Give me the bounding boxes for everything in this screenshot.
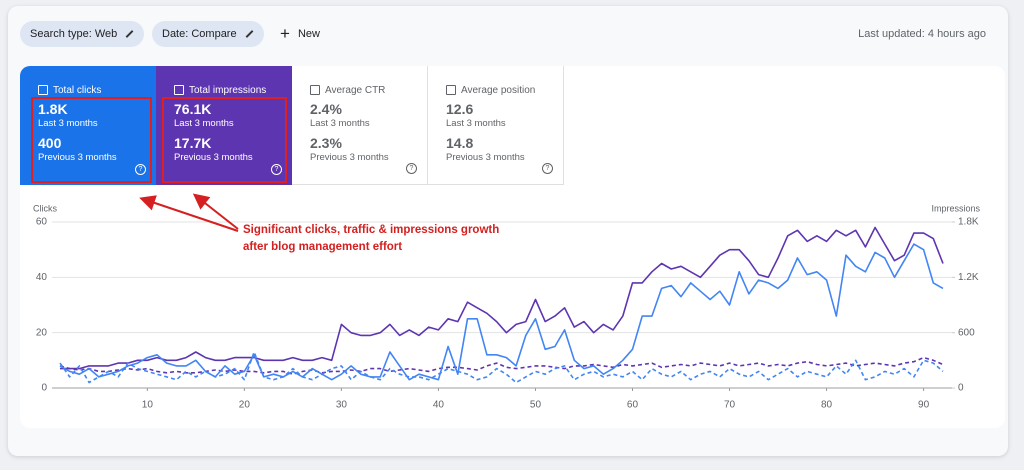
y-tick-label: 20 <box>36 327 48 338</box>
y-tick-label: 60 <box>36 217 48 228</box>
help-icon: ? <box>406 163 417 174</box>
x-tick-label: 40 <box>433 400 445 411</box>
checkbox <box>174 85 184 95</box>
metric-period: Last 3 months <box>38 118 98 129</box>
metric-header: Average CTR <box>310 83 427 97</box>
highlight-box <box>31 97 152 183</box>
x-tick-label: 30 <box>336 400 348 411</box>
series-line <box>59 243 944 381</box>
x-tick-label: 60 <box>627 400 639 411</box>
y2-tick-label: 600 <box>958 327 975 338</box>
metric-period: Last 3 months <box>446 118 506 129</box>
metric-period: Previous 3 months <box>174 152 253 163</box>
metric-value: 14.8 <box>446 135 474 151</box>
last-updated: Last updated: 4 hours ago <box>858 28 986 40</box>
filter-chip[interactable]: Date: Compare <box>152 21 264 47</box>
metric-value: 76.1K <box>174 101 212 117</box>
metric-period: Previous 3 months <box>38 152 117 163</box>
x-tick-label: 90 <box>918 400 930 411</box>
annotation-text: after blog management effort <box>243 241 402 253</box>
help-icon: ? <box>271 164 282 175</box>
metric-label: Total clicks <box>53 84 102 96</box>
series-line <box>59 351 944 384</box>
y2-tick-label: 1.8K <box>958 217 979 228</box>
checkbox <box>446 85 456 95</box>
metric-label: Total impressions <box>189 84 267 96</box>
performance-card: Total clicks 1.8K Last 3 months 400 Previous… <box>20 66 1005 428</box>
series-line <box>59 356 944 375</box>
metric-label: Average position <box>461 84 536 96</box>
filter-label: Date: Compare <box>162 28 237 40</box>
metric-period: Last 3 months <box>310 118 370 129</box>
help-icon: ? <box>135 164 146 175</box>
x-tick-label: 20 <box>239 400 251 411</box>
y-tick-label: 0 <box>41 383 47 394</box>
annotation-text: Significant clicks, traffic & impression… <box>243 224 499 236</box>
metric-header: Total impressions <box>174 83 292 97</box>
y2-tick-label: 1.2K <box>958 272 979 283</box>
metric-value: 400 <box>38 135 62 151</box>
arrow <box>139 195 239 232</box>
metric-period: Last 3 months <box>174 118 234 129</box>
x-tick-label: 10 <box>142 400 154 411</box>
x-tick-label: 80 <box>821 400 833 411</box>
arrow <box>192 193 239 230</box>
metric-value: 2.4% <box>310 101 342 117</box>
metric-period: Previous 3 months <box>310 152 389 163</box>
series-line <box>60 226 944 370</box>
y2-axis-title: Impressions <box>931 203 980 213</box>
metric-value: 1.8K <box>38 101 68 117</box>
filter-label: Search type: Web <box>30 28 118 40</box>
y-tick-label: 40 <box>36 272 48 283</box>
new-label: New <box>297 28 320 40</box>
filter-chip[interactable]: Search type: Web <box>20 21 145 47</box>
y2-tick-label: 0 <box>958 383 964 394</box>
metric-tile[interactable]: Total clicks 1.8K Last 3 months 400 Previous… <box>20 66 156 185</box>
metric-value: 2.3% <box>310 135 342 151</box>
metric-label: Average CTR <box>325 84 386 96</box>
new-button[interactable]: + New <box>280 24 320 43</box>
y-axis-title: Clicks <box>33 203 57 213</box>
checkbox <box>38 85 48 95</box>
metric-header: Total clicks <box>38 83 156 97</box>
metric-tile[interactable]: Total impressions 76.1K Last 3 months 17.7K… <box>156 66 292 185</box>
metric-value: 17.7K <box>174 135 212 151</box>
highlight-box <box>162 97 287 183</box>
x-tick-label: 50 <box>530 400 542 411</box>
metric-tile[interactable]: Average position 12.6 Last 3 months 14.8 Pre… <box>428 66 564 185</box>
checkbox <box>310 85 320 95</box>
metric-tile[interactable]: Average CTR 2.4% Last 3 months 2.3% Previous… <box>292 66 428 185</box>
metric-header: Average position <box>446 83 563 97</box>
metric-value: 12.6 <box>446 101 474 117</box>
x-tick-label: 70 <box>724 400 736 411</box>
metric-period: Previous 3 months <box>446 152 525 163</box>
help-icon: ? <box>542 163 553 174</box>
